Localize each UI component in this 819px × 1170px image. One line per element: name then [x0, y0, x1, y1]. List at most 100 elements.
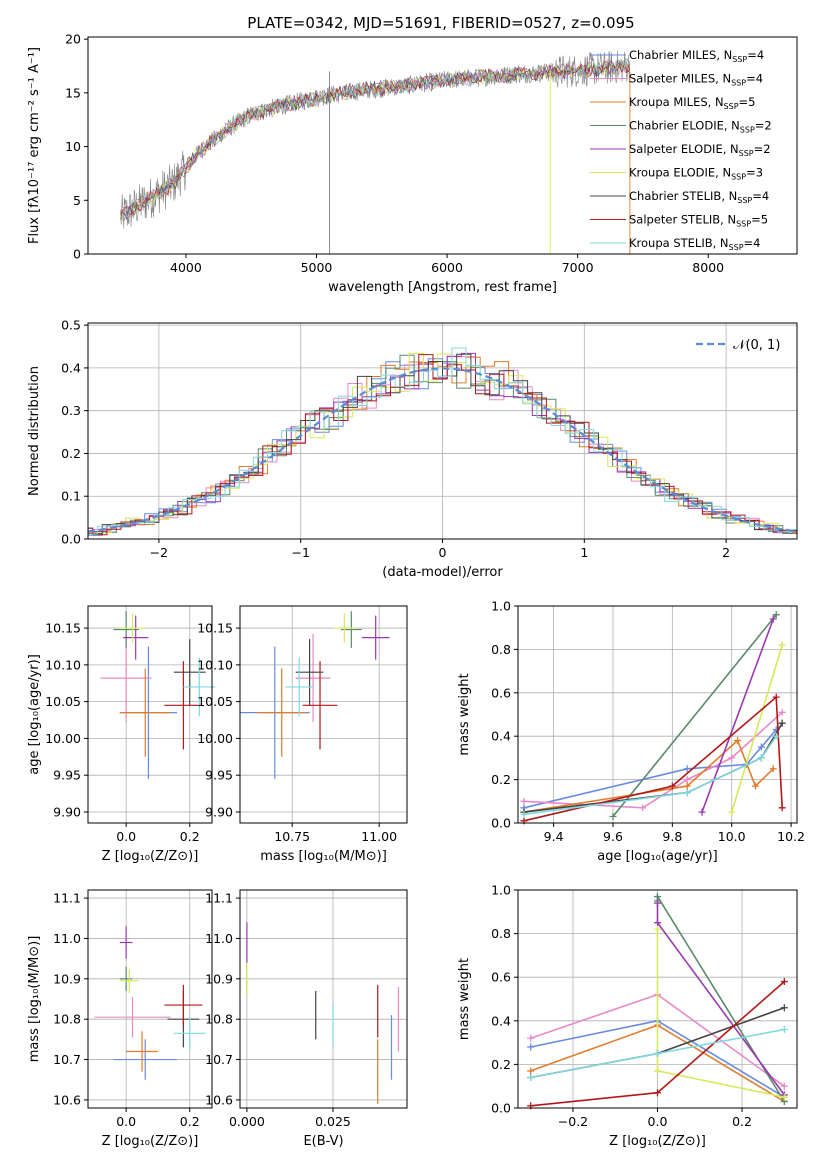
series-marker	[772, 732, 780, 740]
y-tick-label: 11.0	[205, 931, 233, 946]
weight-series	[520, 726, 780, 812]
axes-frame	[239, 605, 408, 824]
error-bar-point	[295, 639, 324, 706]
y-axis-label: mass [log₁₀(M/M⊙)]	[27, 936, 42, 1063]
legend-label: Chabrier MILES, NSSP=4	[629, 48, 764, 64]
y-tick-label: 11.0	[53, 931, 81, 946]
y-tick-label: 10.05	[197, 694, 233, 709]
y-tick-label: 20	[65, 32, 81, 47]
y-tick-label: 0.3	[61, 403, 81, 418]
y-tick-label: 10.15	[45, 621, 81, 636]
series-marker	[683, 776, 691, 784]
series-marker	[527, 1034, 535, 1042]
series-marker	[780, 978, 788, 986]
y-tick-label: 0.6	[491, 970, 511, 985]
series-marker	[520, 810, 528, 818]
legend-label: 𝒩(0, 1)	[733, 338, 780, 353]
y-axis-label: mass weight	[457, 958, 472, 1040]
error-bar-point	[119, 668, 171, 757]
y-tick-label: 0.0	[491, 816, 511, 831]
y-tick-label: 9.90	[205, 804, 233, 819]
error-bar-point	[257, 668, 307, 757]
series-line	[523, 711, 783, 809]
series-marker	[683, 789, 691, 797]
x-axis-label: Z [log₁₀(Z/Z⊙)]	[609, 1134, 706, 1149]
y-tick-label: 9.95	[205, 768, 233, 783]
y-tick-label: 10.8	[205, 1012, 233, 1027]
normal-curve	[88, 367, 797, 533]
error-bar-point	[122, 615, 149, 660]
weight-series	[527, 1026, 788, 1081]
series-marker	[654, 1050, 661, 1057]
series-marker	[769, 615, 777, 623]
chart-weight-vs-age: 9.4 9.6 9.8 10.0 10.2 0.0 0.2 0.4 0.6 0.8 1.0 age […	[457, 599, 805, 865]
x-tick-label: 9.8	[662, 829, 682, 844]
model-spectrum	[120, 60, 631, 216]
error-bar-point	[119, 926, 133, 959]
y-axis-label: Normed distribution	[27, 366, 42, 496]
y-tick-label: 0.2	[491, 1057, 511, 1072]
x-tick-label: 1	[580, 545, 588, 560]
series-marker	[778, 641, 786, 649]
error-bar-point	[119, 966, 133, 991]
series-marker	[778, 804, 786, 812]
error-bar-point	[113, 1039, 178, 1080]
spectrum-lines	[120, 50, 631, 254]
model-spectrum	[120, 60, 631, 220]
error-bar-point	[113, 611, 139, 648]
series-marker	[683, 782, 691, 790]
series-marker	[757, 743, 765, 751]
x-axis-label: E(B-V)	[303, 1134, 343, 1149]
error-bar-point	[183, 657, 216, 717]
y-tick-label: 10	[65, 139, 81, 154]
weight-series	[698, 615, 777, 816]
series-marker	[757, 754, 765, 762]
y-tick-label: 10.05	[45, 694, 81, 709]
series-marker	[654, 1089, 661, 1097]
y-tick-label: 0.2	[491, 772, 511, 787]
chart-age-vs-mass: 10.75 11.00 9.90 9.95 10.00 10.05 10.10 10.15 ma…	[197, 605, 408, 864]
error-bar-point	[100, 633, 152, 723]
y-tick-label: 0.5	[61, 318, 81, 333]
y-axis-label: Flux [fλ10⁻¹⁷ erg cm⁻² s⁻¹ A⁻¹]	[27, 47, 42, 244]
error-bar-point	[302, 661, 338, 750]
error-bar-point	[119, 968, 139, 993]
series-marker	[527, 1073, 535, 1081]
series-line	[523, 739, 774, 813]
error-bar-point	[94, 996, 171, 1038]
axes-frame	[87, 36, 798, 255]
x-tick-label: 0.0	[116, 829, 136, 844]
error-bar-point	[295, 633, 331, 723]
x-tick-label: 0.0	[116, 1114, 136, 1129]
error-bar-point	[361, 615, 390, 660]
series-line	[701, 618, 775, 813]
residual-histogram	[88, 356, 797, 534]
y-tick-label: 11.1	[205, 891, 233, 906]
model-spectrum	[120, 60, 631, 219]
error-bar-point	[164, 984, 203, 1026]
y-tick-label: 0.8	[491, 642, 511, 657]
series-marker	[654, 1067, 661, 1075]
model-spectrum	[120, 60, 631, 222]
y-tick-label: 0.0	[61, 532, 81, 547]
series-marker	[639, 804, 647, 812]
y-tick-label: 15	[65, 85, 81, 100]
x-tick-label: 11.00	[361, 829, 397, 844]
residual-histogram	[88, 352, 797, 533]
x-axis-label: (data-model)/error	[382, 565, 503, 580]
y-tick-label: 9.95	[53, 768, 81, 783]
y-tick-label: 0.6	[491, 685, 511, 700]
y-tick-label: 5	[73, 193, 81, 208]
y-tick-label: 0.4	[491, 729, 511, 744]
series-line	[523, 735, 777, 816]
x-axis-label: Z [log₁₀(Z/Z⊙)]	[102, 1134, 199, 1149]
y-tick-label: 10.7	[53, 1052, 81, 1067]
series-marker	[527, 1043, 535, 1051]
y-tick-label: 10.10	[197, 657, 233, 672]
series-marker	[734, 737, 742, 745]
legend-label: Salpeter MILES, NSSP=4	[629, 72, 763, 88]
y-tick-label: 10.7	[205, 1052, 233, 1067]
chart-mass-vs-ebv: 0.000 0.025 10.6 10.7 10.8 10.9 11.0 11.1 E(B-V)	[205, 889, 408, 1149]
axes-frame	[517, 605, 798, 824]
